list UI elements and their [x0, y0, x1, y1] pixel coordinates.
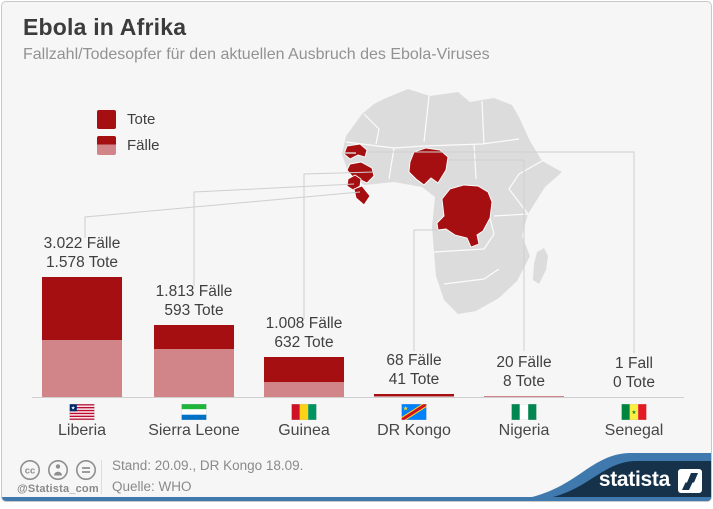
country-label: Liberia	[57, 422, 107, 439]
cc-icon	[20, 460, 40, 480]
bar-liberia	[42, 277, 122, 397]
attribution-icon	[47, 460, 68, 480]
bar-nigeria	[484, 396, 564, 397]
country-label: Nigeria	[498, 422, 550, 439]
dr-kongo-flag-icon: ★	[401, 404, 427, 420]
status-date: Stand: 20.09., DR Kongo 18.09.	[112, 458, 304, 473]
page-subtitle: Fallzahl/Todesopfer für den aktuellen Au…	[23, 46, 490, 63]
no-derivatives-icon	[75, 460, 96, 480]
value-label: 68 Fälle 41 Tote	[386, 352, 442, 388]
value-label: 1.813 Fälle 593 Tote	[155, 283, 233, 319]
x-axis-line	[32, 397, 684, 398]
chart-column-dr-kongo: 68 Fälle 41 Tote ★ DR Kongo	[357, 2, 471, 501]
legend-row-deaths: Tote	[97, 110, 160, 129]
country-label: DR Kongo	[377, 422, 451, 439]
source-note: Quelle: WHO	[112, 479, 192, 494]
legend-row-cases: Fälle	[97, 136, 160, 155]
chart-column-nigeria: 20 Fälle 8 Tote Nigeria	[467, 2, 581, 501]
bar-guinea-deaths	[264, 357, 344, 382]
value-label: 1 Fall 0 Tote	[613, 355, 655, 391]
cc-license-icons[interactable]: cc	[19, 459, 97, 481]
value-label: 3.022 Fälle 1.578 Tote	[43, 235, 121, 271]
statista-handle-link[interactable]: @Statista_com	[17, 483, 99, 495]
svg-text:★: ★	[71, 406, 76, 412]
bottom-accent-bar	[2, 497, 711, 501]
guinea-flag-icon	[291, 404, 317, 420]
statista-logo-icon[interactable]	[678, 469, 702, 493]
nigeria-flag-icon	[511, 404, 537, 420]
statista-logo-text[interactable]: statista	[598, 468, 670, 491]
bar-dr-kongo-deaths	[374, 394, 454, 396]
chart-column-liberia: 3.022 Fälle 1.578 Tote ★ Liberia	[25, 2, 139, 501]
bar-guinea	[264, 357, 344, 397]
chart-column-guinea: 1.008 Fälle 632 Tote Guinea	[247, 2, 361, 501]
bar-liberia-deaths	[42, 277, 122, 340]
statista-swoosh	[497, 453, 711, 501]
value-label: 1.008 Fälle 632 Tote	[265, 315, 343, 351]
country-label: Guinea	[278, 422, 330, 439]
value-label: 20 Fälle 8 Tote	[496, 354, 552, 390]
svg-text:cc: cc	[25, 466, 36, 477]
bar-sierra-leone	[154, 325, 234, 397]
country-label: Sierra Leone	[148, 422, 240, 439]
country-label: Senegal	[604, 422, 664, 439]
chart-column-senegal: 1 Fall 0 Tote ★ Senegal	[577, 2, 691, 501]
chart-column-sierra-leone: 1.813 Fälle 593 Tote Sierra Leone	[137, 2, 251, 501]
footer-divider	[101, 460, 102, 494]
legend-deaths-label: Tote	[127, 111, 156, 128]
legend: Tote Fälle	[97, 110, 160, 162]
page-title: Ebola in Afrika	[23, 14, 187, 40]
liberia-flag-icon: ★	[69, 404, 95, 420]
bar-dr-kongo	[374, 394, 454, 397]
svg-text:★: ★	[632, 409, 637, 416]
legend-cases-label: Fälle	[127, 137, 160, 154]
sierra-leone-flag-icon	[181, 404, 207, 420]
senegal-flag-icon: ★	[621, 404, 647, 420]
cases-swatch-icon	[97, 136, 116, 155]
deaths-swatch-icon	[97, 110, 116, 129]
bar-sierra-leone-deaths	[154, 325, 234, 349]
svg-text:★: ★	[403, 405, 409, 413]
